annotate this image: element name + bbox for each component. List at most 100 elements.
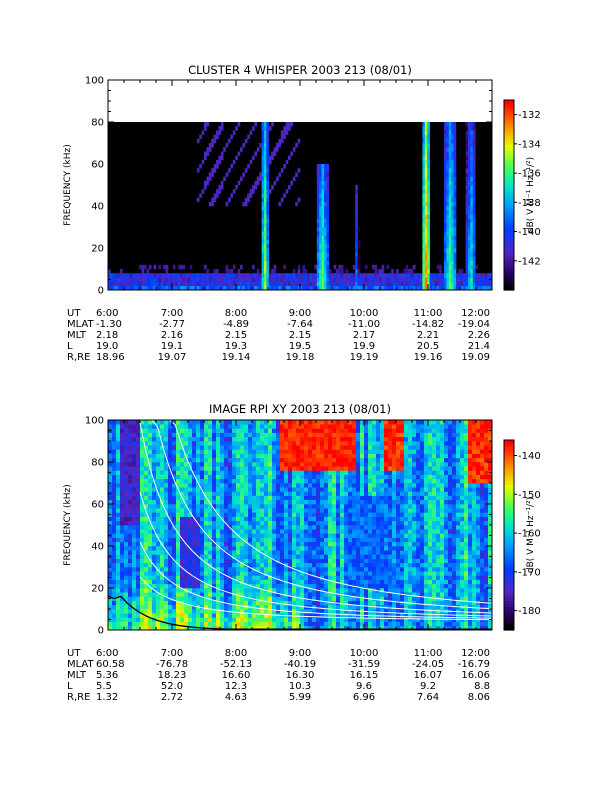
- spectrogram-cell: [136, 436, 141, 442]
- spectrogram-cell: [272, 478, 277, 484]
- spectrogram-cell: [268, 625, 273, 631]
- spectrogram-cell: [332, 554, 337, 559]
- spectrogram-cell: [156, 596, 161, 601]
- spectrogram-cell: [232, 453, 237, 459]
- spectrogram-cell: [228, 604, 233, 610]
- spectrogram-cell: [108, 567, 113, 572]
- spectrogram-cell: [127, 281, 130, 287]
- spectrogram-cell: [456, 273, 459, 278]
- spectrogram-cell: [116, 546, 121, 551]
- spectrogram-cell: [216, 499, 221, 505]
- spectrogram-cell: [336, 277, 339, 282]
- spectrogram-cell: [268, 432, 273, 438]
- spectrogram-cell: [320, 428, 325, 433]
- spectrogram-cell: [204, 525, 209, 530]
- spectrogram-cell: [355, 256, 358, 261]
- spectrogram-cell: [232, 567, 237, 572]
- spectrogram-cell: [168, 428, 173, 433]
- spectrogram-cell: [172, 436, 177, 442]
- spectrogram-cell: [308, 474, 313, 480]
- spectrogram-cell: [284, 474, 289, 480]
- spectrogram-cell: [321, 277, 325, 282]
- spectrogram-cell: [208, 491, 213, 496]
- spectrogram-cell: [180, 625, 185, 631]
- spectrogram-cell: [264, 206, 267, 211]
- spectrogram-cell: [252, 432, 257, 438]
- spectrogram-cell: [304, 529, 309, 534]
- ephemeris-cell: 2.18: [96, 330, 118, 341]
- spectrogram-cell: [332, 533, 337, 538]
- spectrogram-cell: [176, 504, 181, 509]
- spectrogram-cell: [300, 541, 305, 547]
- spectrogram-cell: [319, 172, 322, 177]
- spectrogram-cell: [112, 516, 117, 522]
- spectrogram-cell: [340, 508, 345, 513]
- spectrogram-cell: [232, 588, 237, 593]
- colorbar-swatch: [504, 227, 514, 232]
- spectrogram-cell: [336, 525, 341, 530]
- spectrogram-cell: [408, 285, 411, 291]
- spectrogram-cell: [136, 462, 141, 467]
- spectrogram-cell: [264, 575, 269, 580]
- spectrogram-cell: [248, 567, 253, 572]
- spectrogram-cell: [196, 504, 201, 509]
- spectrogram-cell: [348, 504, 353, 509]
- spectrogram-cell: [427, 231, 430, 236]
- spectrogram-cell: [112, 579, 117, 585]
- spectrogram-cell: [336, 462, 341, 467]
- spectrogram-cell: [304, 420, 309, 425]
- spectrogram-cell: [152, 499, 157, 505]
- spectrogram-cell: [184, 525, 189, 530]
- spectrogram-cell: [199, 277, 202, 282]
- spectrogram-cell: [160, 504, 165, 509]
- spectrogram-cell: [446, 164, 450, 169]
- spectrogram-cell: [451, 281, 454, 287]
- spectrogram-cell: [273, 281, 277, 287]
- spectrogram-cell: [288, 541, 293, 547]
- spectrogram-cell: [134, 273, 138, 278]
- spectrogram-cell: [288, 604, 293, 610]
- spectrogram-cell: [340, 487, 345, 492]
- spectrogram-cell: [256, 478, 261, 484]
- spectrogram-cell: [276, 554, 281, 559]
- spectrogram-cell: [448, 243, 452, 249]
- spectrogram-cell: [448, 138, 452, 144]
- spectrogram-cell: [356, 533, 361, 538]
- spectrogram-cell: [296, 508, 301, 513]
- spectrogram-cell: [328, 546, 333, 551]
- spectrogram-cell: [164, 621, 169, 627]
- spectrogram-cell: [256, 533, 261, 538]
- spectrogram-cell: [249, 273, 253, 278]
- spectrogram-cell: [260, 462, 265, 467]
- spectrogram-cell: [196, 445, 201, 450]
- spectrogram-cell: [176, 525, 181, 530]
- spectrogram-cell: [308, 600, 313, 606]
- spectrogram-cell: [216, 579, 221, 585]
- spectrogram-cell: [340, 567, 345, 572]
- spectrogram-cell: [348, 483, 353, 488]
- spectrogram-cell: [360, 583, 365, 589]
- spectrogram-cell: [189, 281, 193, 287]
- spectrogram-cell: [216, 164, 219, 169]
- spectrogram-cell: [112, 512, 117, 517]
- spectrogram-cell: [212, 495, 217, 501]
- spectrogram-cell: [328, 474, 333, 480]
- spectrogram-cell: [336, 281, 339, 287]
- spectrogram-cell: [196, 596, 201, 601]
- spectrogram-cell: [165, 281, 169, 287]
- spectrogram-cell: [124, 457, 129, 463]
- spectrogram-cell: [300, 478, 305, 484]
- spectrogram-cell: [175, 285, 178, 291]
- spectrogram-cell: [288, 466, 293, 471]
- spectrogram-cell: [321, 256, 325, 261]
- spectrogram-cell: [108, 466, 113, 471]
- spectrogram-cell: [220, 432, 225, 438]
- spectrogram-cell: [256, 457, 261, 463]
- spectrogram-cell: [369, 273, 373, 278]
- spectrogram-cell: [252, 126, 255, 131]
- spectrogram-cell: [465, 243, 469, 249]
- spectrogram-cell: [200, 525, 205, 530]
- spectrogram-cell: [252, 520, 257, 526]
- spectrogram-cell: [116, 596, 121, 601]
- spectrogram-cell: [280, 470, 285, 475]
